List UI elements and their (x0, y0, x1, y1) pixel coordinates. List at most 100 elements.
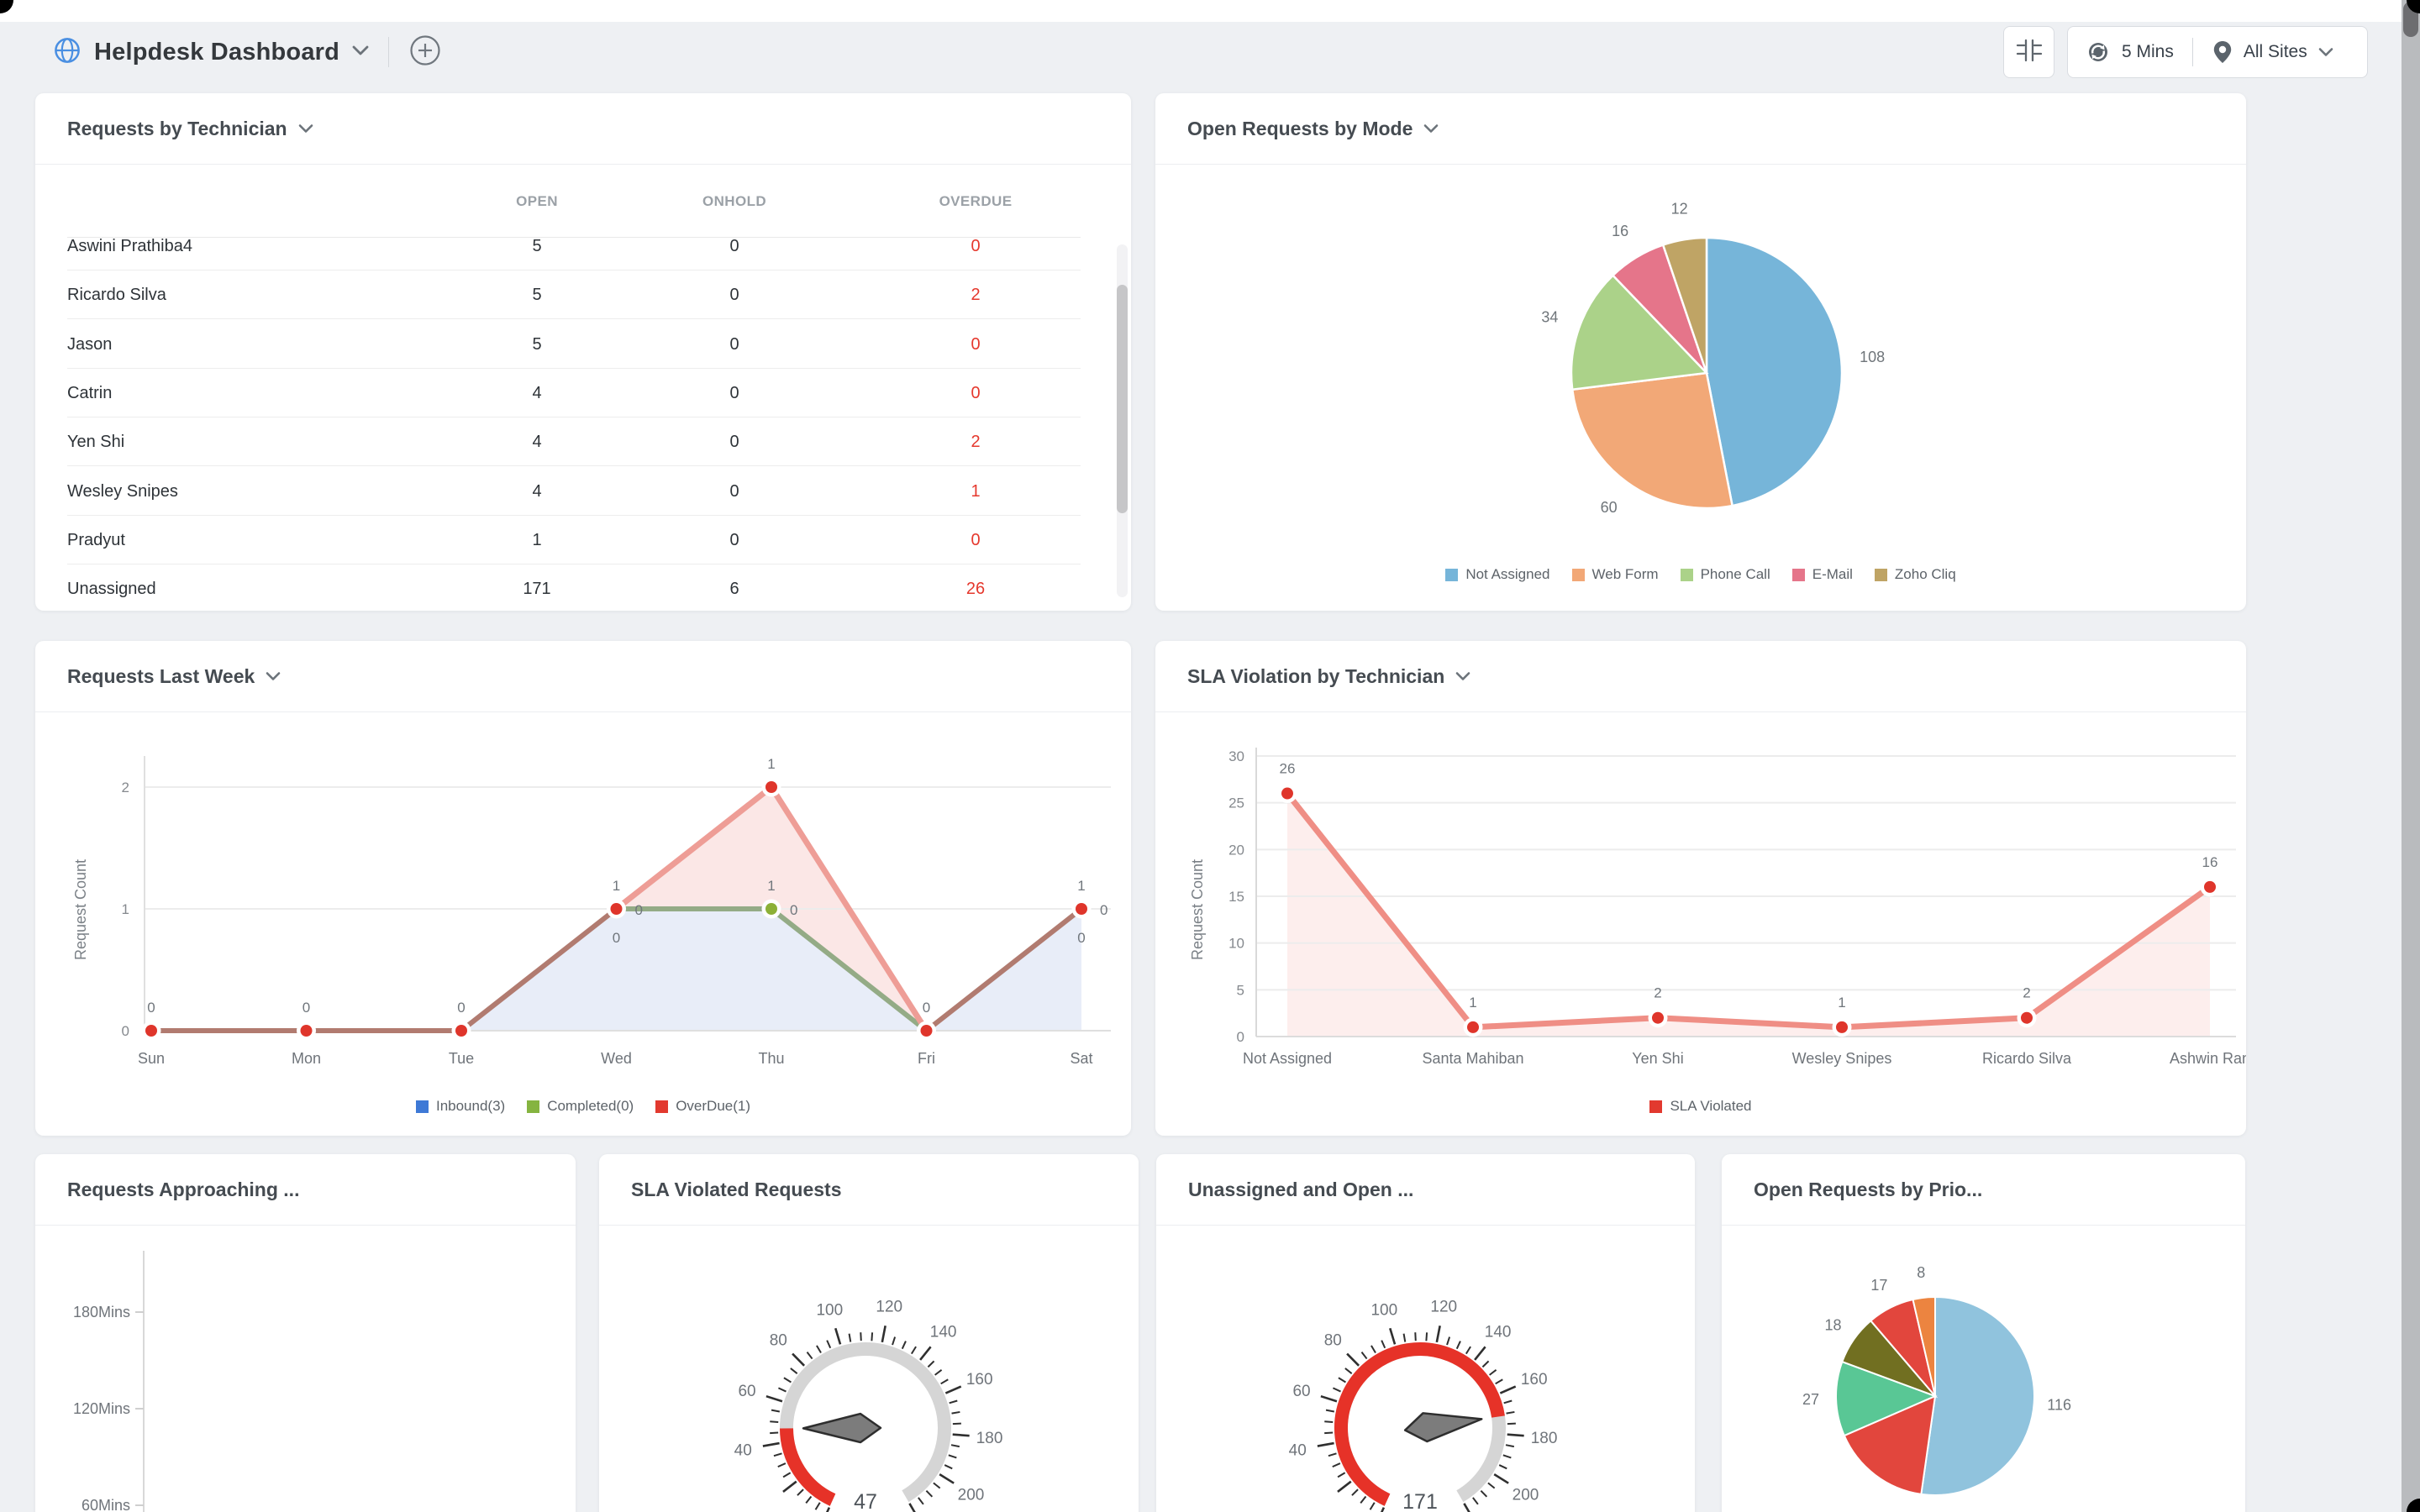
widget-title: Open Requests by Prio... (1754, 1178, 1983, 1200)
gauge-tick (805, 1495, 813, 1504)
chart-label: 10 (1228, 936, 1244, 952)
x-axis-label: Tue (449, 1050, 474, 1067)
table-row[interactable]: Catrin 4 0 0 (67, 369, 1081, 417)
inbound-area-fill (151, 909, 1081, 1031)
widget-chevron-down-icon[interactable] (297, 123, 314, 134)
legend-item[interactable]: Web Form (1571, 566, 1659, 583)
data-point[interactable] (145, 1025, 157, 1037)
pie-value-label: 8 (1917, 1264, 1925, 1281)
widget-header: Requests Approaching ... (35, 1154, 576, 1226)
pie-slice-phone-call[interactable] (1570, 274, 1709, 391)
pie-slice[interactable] (1920, 1295, 2035, 1496)
gauge-tick (944, 1385, 962, 1394)
widget-chevron-down-icon[interactable] (1455, 670, 1471, 682)
open-count: 171 (523, 580, 551, 599)
data-point[interactable] (1076, 903, 1087, 915)
pie-slice-web-form[interactable] (1570, 371, 1734, 510)
title-chevron-down-icon[interactable] (351, 44, 370, 61)
pie-value-label: 116 (2047, 1396, 2071, 1413)
mode-pie-chart: 108 60 34 16 12 (1541, 201, 1885, 517)
data-point[interactable] (610, 903, 623, 915)
gauge-tick (762, 1441, 780, 1447)
gauge-tick (777, 1462, 786, 1468)
gauge-tick (1333, 1387, 1341, 1393)
gauge-tick (797, 1488, 804, 1496)
pie-slice[interactable] (1912, 1295, 1936, 1397)
table-row[interactable]: Pradyut 1 0 0 (67, 516, 1081, 564)
gauge-tick (908, 1503, 916, 1512)
widget-chevron-down-icon[interactable] (265, 670, 281, 682)
gauge-tick (1332, 1462, 1341, 1468)
overdue-count: 1 (971, 481, 981, 501)
gauge-tick-label: 140 (1485, 1324, 1512, 1341)
data-point[interactable] (2021, 1011, 2033, 1024)
gauge-tick (825, 1507, 831, 1512)
legend-item[interactable]: Inbound(3) (415, 1098, 505, 1115)
legend-swatch (1791, 568, 1805, 581)
data-point[interactable] (765, 781, 777, 793)
gauge-tick (860, 1332, 862, 1341)
page-scrollbar[interactable] (2402, 0, 2420, 1512)
chart-label: 0 (122, 1023, 129, 1039)
pie-slice-zoho-cliq[interactable] (1661, 236, 1708, 374)
pie-slice[interactable] (1835, 1360, 1938, 1437)
site-filter-chevron-down-icon[interactable] (2317, 46, 2334, 58)
refresh-interval-label[interactable]: 5 Mins (2122, 42, 2174, 61)
pie-value-label: 60 (1601, 499, 1618, 516)
widget-title: Requests Approaching ... (67, 1178, 300, 1200)
table-row[interactable]: Ricardo Silva 5 0 2 (67, 270, 1081, 320)
chart-label: 1 (767, 878, 775, 894)
data-point[interactable] (1836, 1021, 1848, 1033)
legend-item[interactable]: SLA Violated (1649, 1098, 1752, 1115)
pie-slice[interactable] (1843, 1394, 1937, 1495)
x-axis-label: Mon (292, 1050, 321, 1067)
data-point[interactable] (765, 903, 777, 915)
table-row[interactable]: Aswini Prathiba4 5 0 0 (67, 238, 1081, 270)
chart-label: 15 (1228, 889, 1244, 905)
unassigned-open-gauge: 40 60 80 100 120 140 160 180 200 171 (1289, 1299, 1557, 1512)
gauge-tick (892, 1336, 897, 1346)
widget-chevron-down-icon[interactable] (1423, 123, 1439, 134)
onhold-count: 0 (729, 286, 739, 305)
gauge-tick (1360, 1352, 1368, 1360)
legend-item[interactable]: Completed(0) (527, 1098, 634, 1115)
table-scrollbar-thumb[interactable] (1117, 285, 1128, 513)
data-point[interactable] (1467, 1021, 1479, 1033)
overdue-count: 0 (971, 530, 981, 549)
onhold-count: 0 (729, 334, 739, 354)
table-row[interactable]: Wesley Snipes 4 0 1 (67, 467, 1081, 516)
legend-item[interactable]: Zoho Cliq (1874, 566, 1956, 583)
legend-item[interactable]: Not Assigned (1445, 566, 1550, 583)
table-row[interactable]: Unassigned 171 6 26 (67, 564, 1081, 611)
collapse-widgets-button[interactable] (2003, 26, 2054, 78)
gauge-value: 47 (854, 1490, 877, 1512)
chart-label: 2 (2023, 985, 2030, 1001)
data-point[interactable] (2204, 880, 2216, 893)
legend-item[interactable]: E-Mail (1791, 566, 1853, 583)
data-point[interactable] (1652, 1011, 1664, 1024)
gauge-tick (950, 1444, 960, 1448)
chart-label: 0 (635, 902, 643, 918)
legend-item[interactable]: Phone Call (1680, 566, 1770, 583)
sla-line (1284, 790, 2213, 1031)
technician-name: Aswini Prathiba4 (67, 238, 192, 255)
gauge-tick (1495, 1378, 1503, 1385)
refresh-icon[interactable] (2085, 39, 2112, 66)
table-row[interactable]: Jason 5 0 0 (67, 320, 1081, 369)
site-filter-value[interactable]: All Sites (2243, 42, 2307, 61)
add-dashboard-button[interactable] (408, 33, 443, 72)
table-row[interactable]: Yen Shi 4 0 2 (67, 417, 1081, 467)
gauge-tick (1506, 1410, 1515, 1415)
gauge-tick (948, 1454, 957, 1459)
widget-title: Requests Last Week (67, 664, 255, 687)
data-point[interactable] (455, 1025, 467, 1037)
legend-label: SLA Violated (1670, 1098, 1752, 1114)
x-axis-label: Thu (758, 1050, 784, 1067)
open-count: 1 (532, 530, 542, 549)
data-point[interactable] (300, 1025, 313, 1037)
legend-item[interactable]: OverDue(1) (655, 1098, 750, 1115)
pie-slice-not-assigned[interactable] (1705, 236, 1844, 507)
data-point[interactable] (920, 1025, 933, 1037)
data-point[interactable] (1281, 787, 1293, 800)
widget-sla-violation-by-technician: SLA Violation by Technician 0 5 10 15 20 25 30… (1155, 641, 2246, 1136)
